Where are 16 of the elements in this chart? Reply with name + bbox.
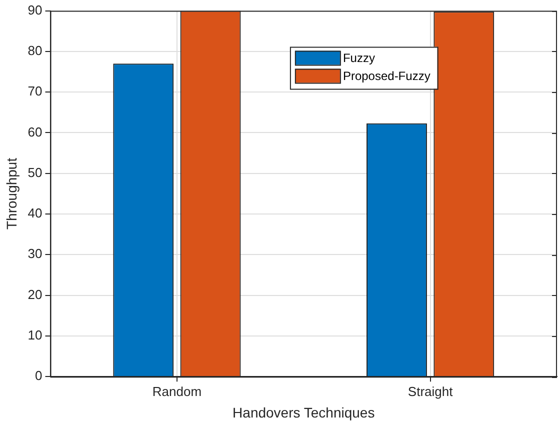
- y-tick-label: 70: [28, 84, 42, 99]
- y-axis-title: Throughput: [3, 158, 20, 230]
- y-tick-label: 90: [28, 2, 42, 18]
- y-tick-label: 10: [28, 328, 42, 343]
- y-tick-label: 50: [28, 164, 42, 180]
- x-tick-label: Random: [152, 384, 202, 399]
- y-tick-label: 80: [28, 43, 42, 58]
- legend-label: Fuzzy: [342, 51, 375, 66]
- y-tick-label: 20: [28, 286, 42, 302]
- y-tick-label: 0: [35, 368, 42, 384]
- x-tick-label: Straight: [408, 384, 454, 399]
- y-tick-label: 30: [28, 246, 42, 262]
- x-axis-title: Handovers Techniques: [232, 404, 375, 420]
- y-tick-label: 60: [28, 124, 42, 140]
- y-tick-label: 40: [28, 206, 42, 221]
- legend-label: Proposed-Fuzzy: [342, 69, 430, 84]
